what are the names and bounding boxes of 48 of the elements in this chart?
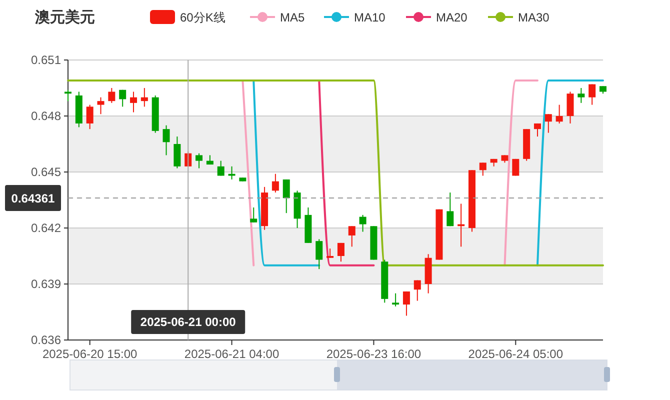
candlestick <box>578 88 585 104</box>
ref-line-label: 0.64361 <box>11 191 56 206</box>
candlestick <box>217 160 224 176</box>
candlestick <box>162 124 170 156</box>
x-tick-label: 2025-06-24 05:00 <box>468 347 564 361</box>
candlestick <box>479 162 486 176</box>
x-tick-label: 2025-06-21 00:00 <box>140 315 236 329</box>
candlestick <box>272 173 279 194</box>
candlestick <box>119 89 126 108</box>
x-tick-label: 2025-06-21 04:00 <box>184 347 280 361</box>
candlestick <box>414 280 421 302</box>
candlestick <box>316 238 323 270</box>
x-tick-label: 2025-06-23 16:00 <box>326 347 422 361</box>
legend-label: MA20 <box>436 10 468 24</box>
y-tick-label: 0.639 <box>30 277 62 291</box>
candlestick <box>556 104 563 124</box>
x-tick-label: 2025-06-20 15:00 <box>42 347 138 361</box>
candlestick <box>534 122 541 138</box>
candlestick <box>392 292 400 307</box>
legend-label: MA10 <box>354 10 386 24</box>
legend-label: MA5 <box>280 10 305 24</box>
candlestick <box>130 91 138 113</box>
candlestick <box>326 248 334 258</box>
candlestick <box>140 88 148 108</box>
candlestick <box>402 290 410 316</box>
candlestick <box>544 114 552 134</box>
candlestick <box>337 242 344 262</box>
y-tick-label: 0.645 <box>30 165 62 179</box>
legend-label: MA30 <box>518 10 550 24</box>
candlestick <box>566 91 574 124</box>
y-tick-label: 0.636 <box>30 333 62 347</box>
y-tick-label: 0.648 <box>30 109 62 123</box>
candlestick <box>86 104 94 130</box>
y-tick-label: 0.642 <box>30 221 62 235</box>
candlestick <box>174 136 181 169</box>
candlestick <box>446 192 454 227</box>
candlestick <box>108 88 116 104</box>
chart-title: 澳元美元 <box>34 8 95 26</box>
candlestick <box>588 84 596 106</box>
candlestick <box>282 178 290 214</box>
candlestick <box>97 96 104 115</box>
candlestick <box>359 214 366 232</box>
candlestick <box>250 206 258 223</box>
candlestick <box>64 89 72 102</box>
candlestick <box>196 152 203 169</box>
legend-label: 60分K线 <box>180 10 226 24</box>
candlestick <box>348 226 356 248</box>
y-tick-label: 0.651 <box>30 53 62 67</box>
